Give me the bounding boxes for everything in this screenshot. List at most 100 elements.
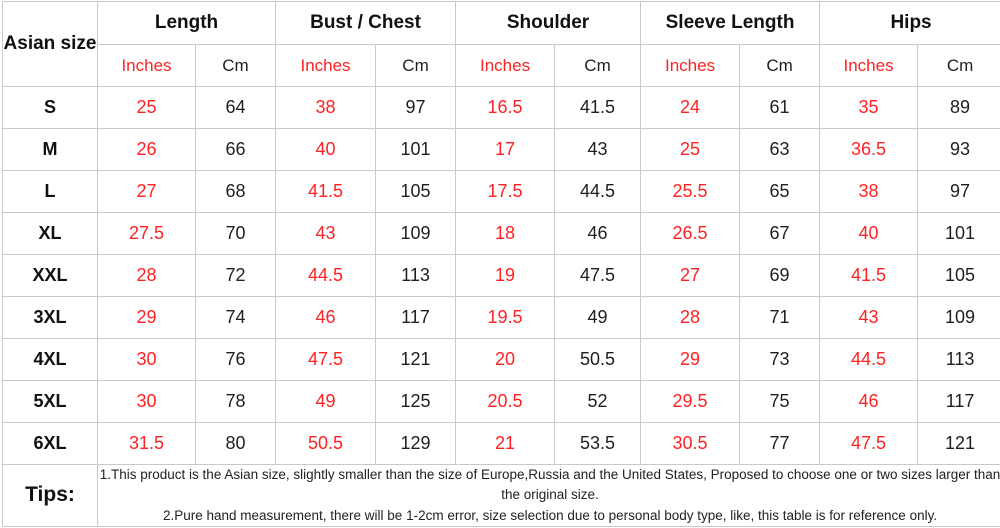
table-row: 6XL 31.5 80 50.5 129 21 53.5 30.5 77 47.5 121 (2, 422, 1000, 465)
cm-value: 69 (739, 254, 821, 297)
inches-value: 29 (97, 296, 196, 339)
inches-value: 19 (455, 254, 556, 297)
cm-value: 105 (375, 170, 457, 213)
size-label: L (2, 170, 98, 213)
size-table-body: S 25 64 38 97 16.5 41.5 24 61 35 89 M 26 66 40 101 17 43 2… (2, 86, 1000, 465)
cm-value: 125 (375, 380, 457, 423)
cm-value: 113 (917, 338, 1000, 381)
cm-value: 53.5 (554, 422, 642, 465)
size-label: S (2, 86, 98, 129)
column-group-shoulder: Shoulder (455, 1, 642, 45)
inches-value: 28 (640, 296, 741, 339)
cm-value: 64 (194, 86, 277, 129)
cm-value: 63 (739, 128, 821, 171)
cm-value: 109 (375, 212, 457, 255)
cm-value: 68 (194, 170, 277, 213)
inches-value: 20 (455, 338, 556, 381)
size-label: 6XL (2, 422, 98, 465)
inches-value: 30 (97, 380, 196, 423)
table-row: L 27 68 41.5 105 17.5 44.5 25.5 65 38 97 (2, 170, 1000, 213)
inches-value: 43 (819, 296, 919, 339)
cm-value: 66 (194, 128, 277, 171)
unit-header-inches-shoulder: Inches (455, 44, 556, 87)
size-label: 3XL (2, 296, 98, 339)
inches-value: 44.5 (819, 338, 919, 381)
size-label: XXL (2, 254, 98, 297)
unit-header-inches-hips: Inches (819, 44, 919, 87)
inches-value: 21 (455, 422, 556, 465)
inches-value: 25 (640, 128, 741, 171)
inches-value: 36.5 (819, 128, 919, 171)
cm-value: 109 (917, 296, 1000, 339)
tips-row: Tips: 1.This product is the Asian size, … (2, 464, 1000, 527)
cm-value: 65 (739, 170, 821, 213)
table-header: Asian size Length Bust / Chest Shoulder … (2, 1, 1000, 87)
inches-value: 30 (97, 338, 196, 381)
size-label: M (2, 128, 98, 171)
inches-value: 29.5 (640, 380, 741, 423)
cm-value: 44.5 (554, 170, 642, 213)
inches-value: 41.5 (819, 254, 919, 297)
table-row: S 25 64 38 97 16.5 41.5 24 61 35 89 (2, 86, 1000, 129)
inches-value: 30.5 (640, 422, 741, 465)
inches-value: 27.5 (97, 212, 196, 255)
cm-value: 93 (917, 128, 1000, 171)
unit-header-cm-shoulder: Cm (554, 44, 642, 87)
inches-value: 25 (97, 86, 196, 129)
inches-value: 27 (640, 254, 741, 297)
size-label: 4XL (2, 338, 98, 381)
table-row: 3XL 29 74 46 117 19.5 49 28 71 43 109 (2, 296, 1000, 339)
tip-line-2: 2.Pure hand measurement, there will be 1… (162, 507, 938, 523)
column-group-bust-chest: Bust / Chest (275, 1, 457, 45)
inches-value: 31.5 (97, 422, 196, 465)
unit-header-cm-hips: Cm (917, 44, 1000, 87)
inches-value: 17 (455, 128, 556, 171)
inches-value: 38 (275, 86, 377, 129)
cm-value: 43 (554, 128, 642, 171)
cm-value: 71 (739, 296, 821, 339)
cm-value: 61 (739, 86, 821, 129)
cm-value: 50.5 (554, 338, 642, 381)
cm-value: 101 (375, 128, 457, 171)
cm-value: 77 (739, 422, 821, 465)
cm-value: 46 (554, 212, 642, 255)
inches-value: 25.5 (640, 170, 741, 213)
inches-value: 50.5 (275, 422, 377, 465)
cm-value: 101 (917, 212, 1000, 255)
cm-value: 97 (375, 86, 457, 129)
cm-value: 74 (194, 296, 277, 339)
cm-value: 52 (554, 380, 642, 423)
column-group-sleeve-length: Sleeve Length (640, 1, 821, 45)
inches-value: 17.5 (455, 170, 556, 213)
table-row: XXL 28 72 44.5 113 19 47.5 27 69 41.5 105 (2, 254, 1000, 297)
cm-value: 72 (194, 254, 277, 297)
cm-value: 67 (739, 212, 821, 255)
inches-value: 20.5 (455, 380, 556, 423)
unit-header-row: Inches Cm Inches Cm Inches Cm Inches Cm … (3, 44, 1000, 87)
table-row: 5XL 30 78 49 125 20.5 52 29.5 75 46 117 (2, 380, 1000, 423)
cm-value: 80 (194, 422, 277, 465)
inches-value: 24 (640, 86, 741, 129)
table-row: XL 27.5 70 43 109 18 46 26.5 67 40 101 (2, 212, 1000, 255)
inches-value: 28 (97, 254, 196, 297)
size-label: 5XL (2, 380, 98, 423)
inches-value: 26 (97, 128, 196, 171)
cm-value: 117 (917, 380, 1000, 423)
cm-value: 73 (739, 338, 821, 381)
inches-value: 44.5 (275, 254, 377, 297)
cm-value: 121 (375, 338, 457, 381)
group-header-row: Asian size Length Bust / Chest Shoulder … (2, 1, 1000, 87)
inches-value: 35 (819, 86, 919, 129)
unit-header-inches-sleeve: Inches (640, 44, 741, 87)
cm-value: 49 (554, 296, 642, 339)
cm-value: 113 (375, 254, 457, 297)
cm-value: 105 (917, 254, 1000, 297)
cm-value: 97 (917, 170, 1000, 213)
cm-value: 47.5 (554, 254, 642, 297)
unit-header-cm-sleeve: Cm (739, 44, 821, 87)
cm-value: 129 (375, 422, 457, 465)
cm-value: 117 (375, 296, 457, 339)
cm-value: 75 (739, 380, 821, 423)
column-group-length: Length (96, 1, 277, 45)
